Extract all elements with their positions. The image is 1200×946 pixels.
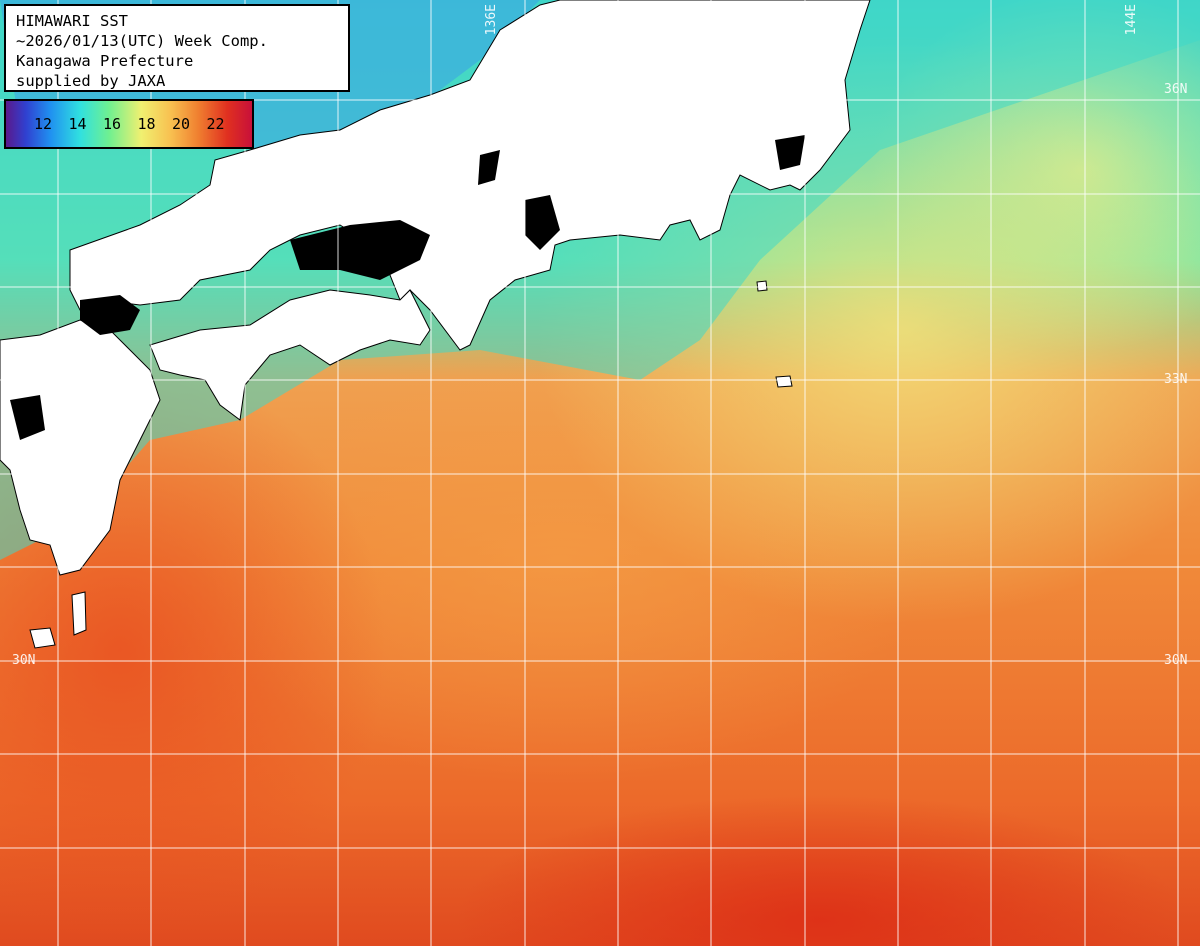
lon-label-144e: 144E [1124, 4, 1139, 36]
lon-label-136e: 136E [484, 4, 499, 36]
lat-label-36n: 36N [1164, 82, 1188, 97]
lat-label-33-left: 33 [12, 372, 28, 387]
title-line-4: supplied by JAXA [16, 72, 166, 90]
lat-label-30n-left: 30N [12, 653, 36, 668]
temperature-colorbar: 12 14 16 18 20 22 [4, 99, 254, 149]
colorbar-tick: 20 [172, 115, 191, 133]
colorbar-tick: 12 [34, 115, 53, 133]
colorbar-tick: 16 [103, 115, 122, 133]
title-line-3: Kanagawa Prefecture [16, 52, 194, 70]
colorbar-tick: 22 [206, 115, 225, 133]
title-line-2: ~2026/01/13(UTC) Week Comp. [16, 32, 268, 50]
colorbar-ticks: 12 14 16 18 20 22 [34, 115, 241, 133]
colorbar-tick: 14 [68, 115, 87, 133]
title-line-1: HIMAWARI SST [16, 12, 128, 30]
colorbar-tick: 18 [137, 115, 156, 133]
title-box: HIMAWARI SST ~2026/01/13(UTC) Week Comp.… [4, 4, 350, 92]
lat-label-30n-right: 30N [1164, 653, 1188, 668]
lat-label-33n-right: 33N [1164, 372, 1188, 387]
